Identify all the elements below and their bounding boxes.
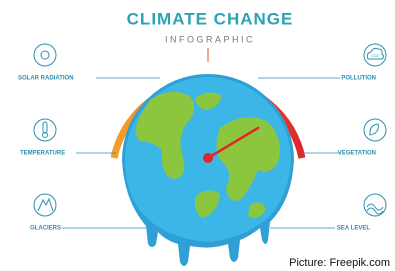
icon-sun (34, 44, 56, 66)
label: VEGETATION (338, 151, 376, 157)
title: CLIMATE CHANGE (127, 9, 294, 28)
icon-leaf (364, 119, 386, 141)
label: GLACIERS (30, 226, 61, 232)
icon-thermometer (34, 119, 56, 141)
label: SOLAR RADIATION (18, 76, 74, 82)
subtitle: INFOGRAPHIC (165, 34, 255, 44)
icon-wave (364, 194, 386, 216)
label: SEA LEVEL (337, 226, 370, 232)
icon-text: CO2 (371, 54, 378, 58)
credit: Picture: Freepik.com (289, 257, 390, 269)
infographic: CLIMATE CHANGE INFOGRAPHIC CO2 SOLAR RAD… (0, 0, 395, 271)
icon-glacier (34, 194, 56, 216)
label: TEMPERATURE (20, 151, 65, 157)
needle-hub (203, 153, 213, 163)
globe (122, 74, 294, 266)
label: POLLUTION (341, 76, 376, 82)
